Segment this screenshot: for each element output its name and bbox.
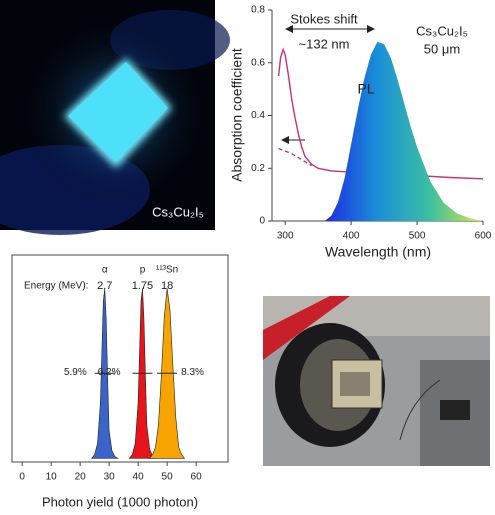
annotation: Cs₃Cu₂I₅ — [416, 23, 468, 38]
x-tick-label: 500 — [409, 231, 426, 242]
x-tick-label: 20 — [75, 472, 87, 483]
annotation: Stokes shift — [290, 11, 358, 26]
y-tick-label: 0.8 — [251, 5, 265, 16]
particle-name: α — [102, 265, 108, 276]
particle-energy: 18 — [161, 280, 173, 292]
particle-energy: 1.75 — [132, 280, 153, 292]
x-tick-label: 50 — [162, 472, 174, 483]
resolution-label: 8.3% — [181, 367, 204, 378]
particle-energy: 2.7 — [97, 280, 112, 292]
photo-crystal: Cs₃Cu₂I₅ — [0, 0, 230, 235]
x-tick-label: 600 — [475, 231, 492, 242]
x-tick-label: 40 — [133, 472, 145, 483]
resolution-label: 6.2% — [98, 367, 121, 378]
y-tick-label: 0.6 — [251, 57, 265, 68]
photo-detector — [263, 296, 490, 466]
annotation: 50 μm — [424, 41, 460, 56]
x-axis-label: Photon yield (1000 photon) — [42, 494, 198, 509]
x-axis-label: Wavelength (nm) — [325, 244, 431, 260]
x-tick-label: 300 — [277, 231, 294, 242]
y-tick-label: 0.2 — [251, 163, 265, 174]
particle-name: p — [140, 265, 146, 276]
pl-area — [325, 42, 483, 221]
figure: Cs₃Cu₂I₅ Absorption coefficient Waveleng… — [0, 0, 495, 515]
absorption-chart: Absorption coefficient Wavelength (nm) S… — [229, 5, 492, 260]
particle-name: ¹¹³Sn — [156, 265, 178, 276]
absorption-line — [279, 149, 312, 166]
photo-label: Cs₃Cu₂I₅ — [152, 204, 204, 219]
photon-yield-chart: Photon yield (1000 photon) Energy (MeV):… — [12, 255, 228, 509]
x-tick-label: 30 — [104, 472, 116, 483]
series-label: PL — [358, 80, 375, 96]
annotation: ~132 nm — [299, 36, 350, 51]
resolution-label: 5.9% — [64, 367, 87, 378]
energy-label: Energy (MeV): — [24, 281, 88, 292]
x-tick-label: 60 — [191, 472, 203, 483]
y-tick-label: 0 — [259, 216, 265, 227]
x-tick-label: 400 — [343, 231, 360, 242]
y-axis-label: Absorption coefficient — [229, 48, 245, 182]
x-tick-label: 10 — [46, 472, 58, 483]
x-tick-label: 0 — [19, 472, 25, 483]
y-tick-label: 0.4 — [251, 110, 265, 121]
